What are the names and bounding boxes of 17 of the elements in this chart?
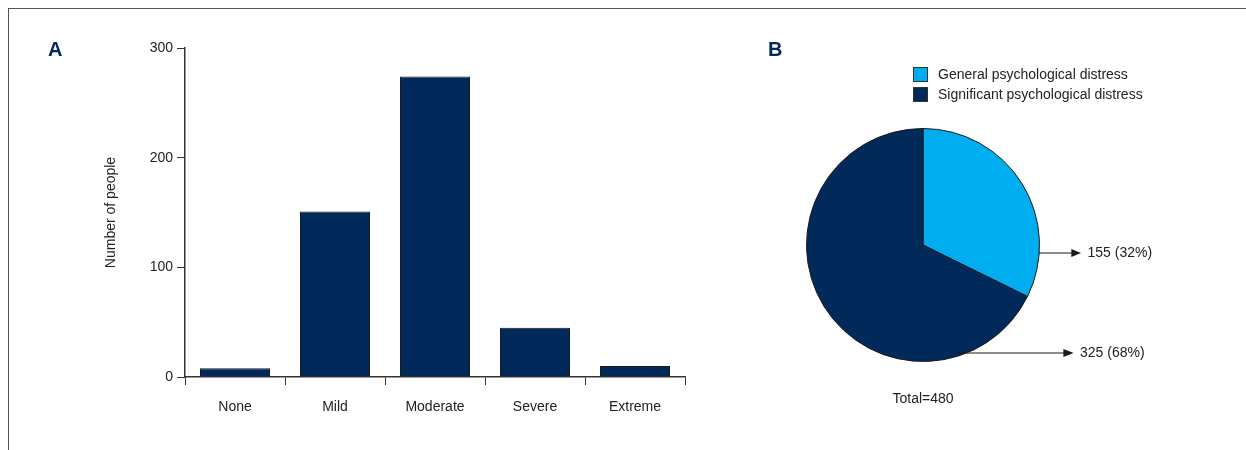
x-tick-label: Mild [322, 398, 348, 415]
x-tick-label: None [218, 398, 252, 415]
chart-title: A [48, 37, 63, 60]
x-tick-label: Moderate [405, 398, 465, 415]
data-label: 155 (32%) [1087, 244, 1153, 261]
x-tick-label: Severe [512, 398, 558, 415]
text: Total=480 [892, 390, 954, 407]
y-axis-title: Number of people [102, 156, 119, 269]
legend-label: Significant psychological distress [938, 85, 1143, 104]
y-tick-label: 300 [149, 38, 174, 55]
chart-title: B [768, 37, 783, 60]
data-label: 325 (68%) [1080, 344, 1145, 361]
y-tick-label: 0 [165, 367, 174, 384]
y-tick-label: 100 [149, 258, 174, 275]
legend-label: General psychological distress [938, 65, 1128, 84]
x-tick-label: Extreme [608, 398, 662, 415]
y-tick-label: 200 [149, 148, 174, 165]
